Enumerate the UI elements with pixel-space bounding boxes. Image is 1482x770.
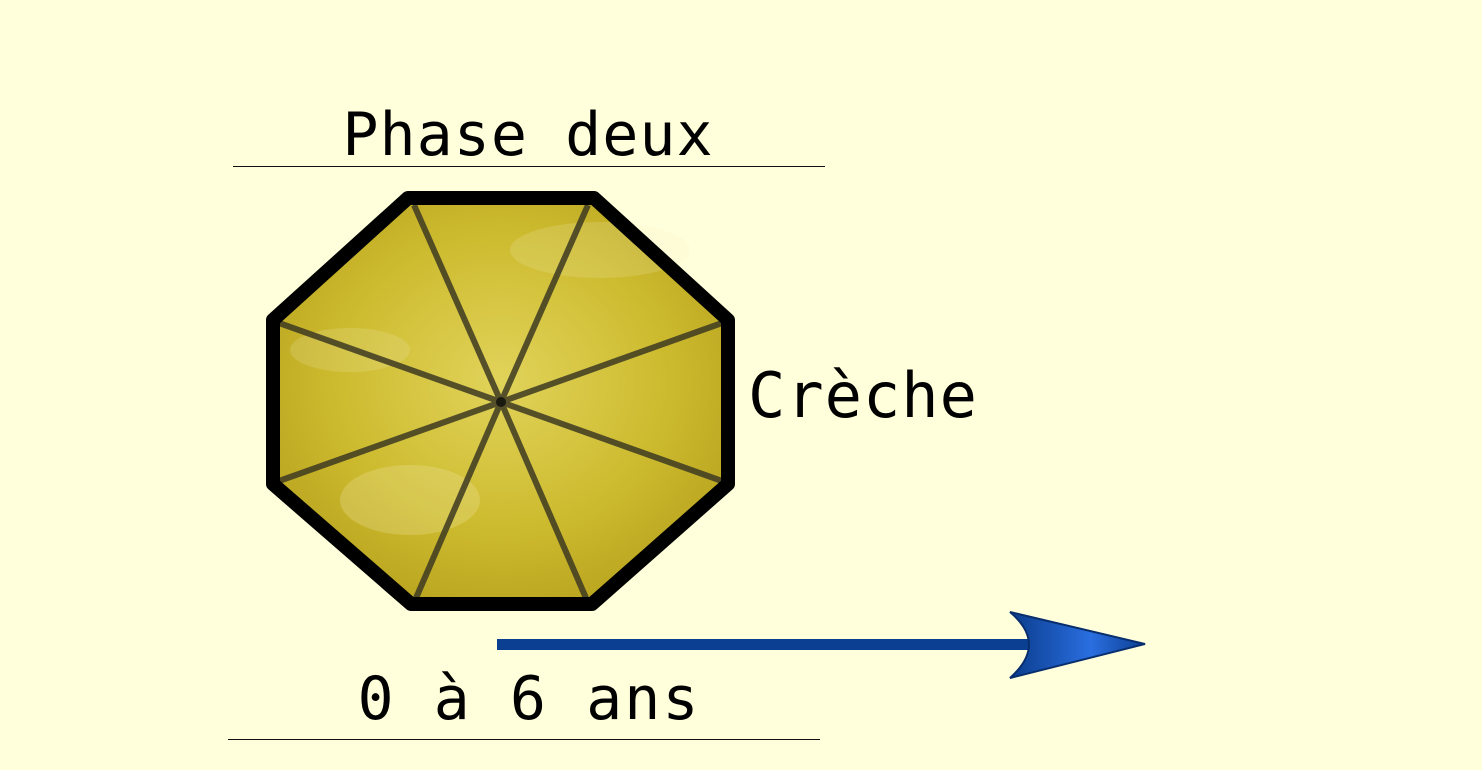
octagon-center [496, 397, 506, 407]
sector-line [277, 399, 503, 484]
sector-line [277, 320, 503, 405]
age-underline [228, 739, 820, 740]
octagon-8-sector-icon [266, 191, 735, 611]
sector-line [411, 203, 504, 404]
arrow-head [1009, 611, 1146, 679]
arrow-shaft [497, 639, 1037, 650]
right-arrow-icon [497, 611, 1146, 679]
sector-line [499, 320, 724, 405]
texture-highlight [340, 465, 480, 535]
sector-line [498, 203, 591, 404]
phase-title: Phase deux [342, 100, 714, 170]
sector-line [413, 400, 504, 600]
sector-line [498, 400, 589, 600]
sector-lines [277, 203, 724, 600]
title-underline [233, 166, 825, 167]
octagon-outline [266, 191, 735, 611]
age-range-label: 0 à 6 ans [357, 664, 701, 734]
sector-line [499, 399, 724, 484]
side-label: Crèche [748, 359, 978, 432]
